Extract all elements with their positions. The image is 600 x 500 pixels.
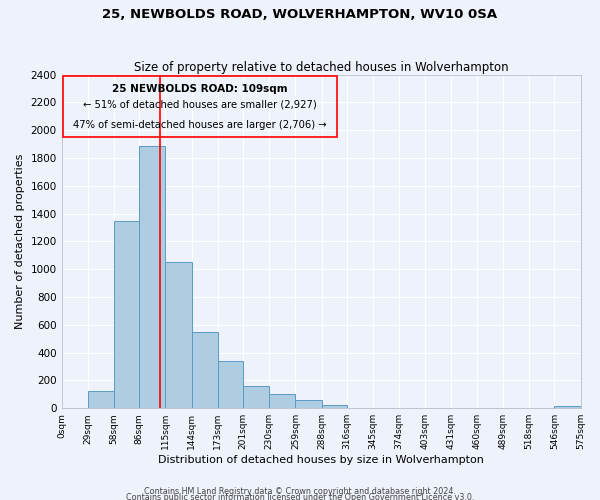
X-axis label: Distribution of detached houses by size in Wolverhampton: Distribution of detached houses by size …	[158, 455, 484, 465]
Bar	[64, 76, 337, 137]
Text: 25, NEWBOLDS ROAD, WOLVERHAMPTON, WV10 0SA: 25, NEWBOLDS ROAD, WOLVERHAMPTON, WV10 0…	[103, 8, 497, 20]
Bar	[114, 220, 139, 408]
Bar	[269, 394, 295, 408]
Y-axis label: Number of detached properties: Number of detached properties	[15, 154, 25, 329]
Bar	[554, 406, 581, 408]
Bar	[88, 391, 114, 408]
Bar	[139, 146, 166, 408]
Bar	[218, 361, 243, 408]
Text: Contains public sector information licensed under the Open Government Licence v3: Contains public sector information licen…	[126, 492, 474, 500]
Title: Size of property relative to detached houses in Wolverhampton: Size of property relative to detached ho…	[134, 60, 508, 74]
Bar	[191, 332, 218, 408]
Text: ← 51% of detached houses are smaller (2,927): ← 51% of detached houses are smaller (2,…	[83, 100, 317, 110]
Text: Contains HM Land Registry data © Crown copyright and database right 2024.: Contains HM Land Registry data © Crown c…	[144, 487, 456, 496]
Text: 25 NEWBOLDS ROAD: 109sqm: 25 NEWBOLDS ROAD: 109sqm	[112, 84, 288, 94]
Text: 47% of semi-detached houses are larger (2,706) →: 47% of semi-detached houses are larger (…	[73, 120, 327, 130]
Bar	[243, 386, 269, 408]
Bar	[295, 400, 322, 408]
Bar	[166, 262, 191, 408]
Bar	[322, 404, 347, 408]
